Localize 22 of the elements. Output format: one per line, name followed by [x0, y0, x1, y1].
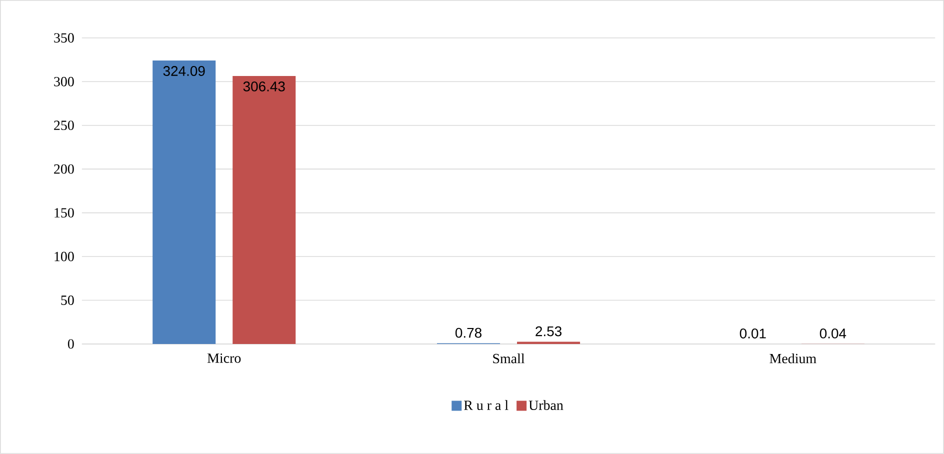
y-tick-label: 50	[61, 296, 74, 305]
data-label: 0.01	[740, 328, 766, 338]
y-tick-label: 150	[54, 208, 74, 218]
y-tick-label: 250	[54, 120, 74, 130]
y-tick-label: 200	[54, 164, 74, 174]
data-label: 0.78	[455, 328, 482, 338]
bar	[152, 60, 216, 344]
legend-label: R u r a l	[464, 400, 508, 410]
legend-label: Urban	[528, 400, 564, 410]
y-tick-label: 300	[54, 76, 74, 86]
x-tick-label: Small	[493, 354, 525, 364]
x-tick-label: Medium	[770, 354, 816, 364]
data-label: 306.43	[243, 82, 285, 92]
data-label: 0.04	[820, 328, 846, 338]
bar	[517, 342, 580, 344]
y-tick-label: 0	[68, 339, 74, 349]
y-tick-label: 100	[54, 252, 74, 262]
y-tick-label: 350	[54, 33, 74, 43]
x-tick-label: Micro	[207, 354, 241, 363]
data-label: 324.09	[163, 66, 205, 76]
bar	[232, 76, 296, 344]
data-label: 2.53	[536, 326, 562, 336]
